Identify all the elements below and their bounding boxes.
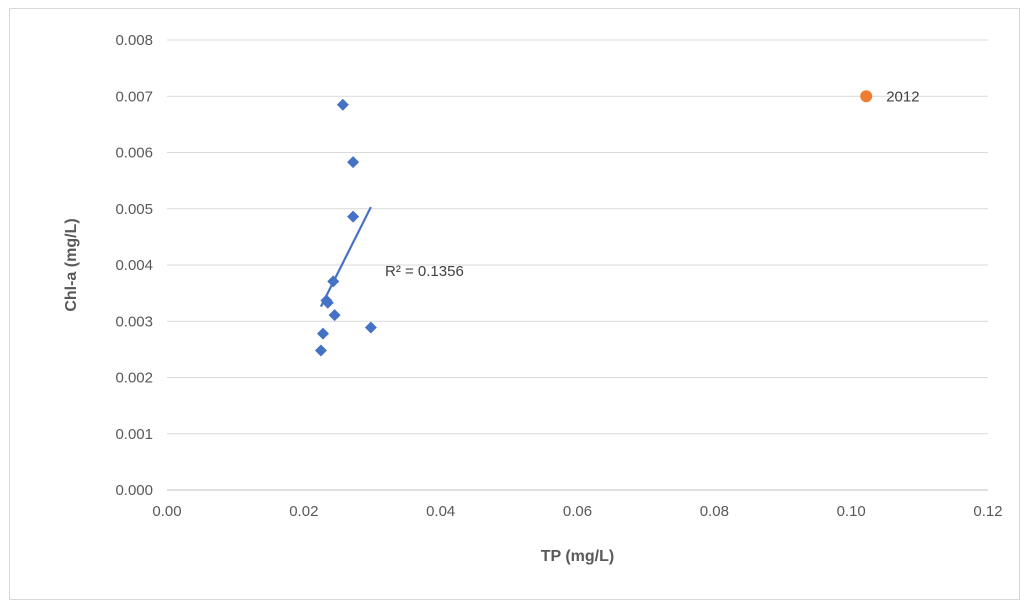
data-point	[336, 98, 349, 111]
axes: 0.000 0.001 0.002 0.003 0.004 0.005 0.006 0.007…	[115, 32, 1002, 520]
y-axis-title: Chl-a (mg/L)	[63, 218, 80, 311]
y-tick-label: 0.002	[115, 370, 153, 387]
trendlines	[319, 206, 372, 308]
data-point	[321, 296, 334, 309]
y-tick-label: 0.005	[115, 201, 153, 218]
data-point	[328, 309, 341, 322]
chart-frame: 0.000 0.001 0.002 0.003 0.004 0.005 0.006 0.007…	[9, 8, 1020, 600]
annotations: R² = 0.1356 2012	[385, 88, 920, 280]
data-point-2012	[860, 90, 873, 103]
data-point	[347, 210, 360, 223]
y-tick-label: 0.004	[115, 257, 153, 274]
y-tick-label: 0.007	[115, 88, 153, 105]
data-point	[327, 275, 340, 288]
scatter-plot: 0.000 0.001 0.002 0.003 0.004 0.005 0.006 0.007…	[63, 32, 1003, 565]
data-point	[314, 344, 327, 357]
y-tick-label: 0.008	[115, 32, 153, 49]
x-tick-label: 0.06	[563, 503, 592, 520]
data-point	[347, 156, 360, 169]
data-point	[316, 327, 329, 340]
data-points	[314, 90, 873, 357]
y-tick-label: 0.003	[115, 313, 153, 330]
y-tick-label: 0.001	[115, 426, 153, 443]
point-label: 2012	[886, 88, 919, 105]
x-tick-label: 0.08	[700, 503, 729, 520]
x-tick-label: 0.12	[973, 503, 1002, 520]
y-tick-label: 0.000	[115, 482, 153, 499]
y-tick-label: 0.006	[115, 145, 153, 162]
data-point	[364, 321, 377, 334]
x-tick-label: 0.10	[837, 503, 866, 520]
trendline	[319, 206, 372, 308]
x-tick-label: 0.00	[152, 503, 181, 520]
x-tick-label: 0.02	[289, 503, 318, 520]
x-tick-label: 0.04	[426, 503, 455, 520]
gridlines	[167, 39, 988, 491]
r-squared-label: R² = 0.1356	[385, 263, 464, 280]
x-axis-title: TP (mg/L)	[541, 548, 614, 565]
